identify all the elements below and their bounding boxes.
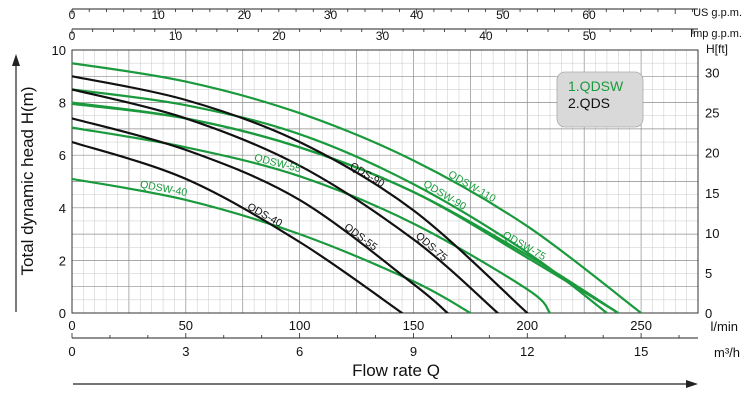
top-axis-us-label: 60 xyxy=(582,8,596,22)
top-axis-imp-unit: Imp g.p.m. xyxy=(690,28,742,40)
y-axis-arrowhead xyxy=(12,54,20,66)
top-axis-imp-label: 30 xyxy=(376,29,390,43)
x-axis-title: Flow rate Q xyxy=(352,361,440,380)
top-axis-us-label: 10 xyxy=(151,8,165,22)
top-axis-us-label: 40 xyxy=(410,8,424,22)
top-axis-imp-label: 0 xyxy=(69,29,76,43)
bottom-axis-lmin-unit: l/min xyxy=(711,319,738,334)
curve-qds-40 xyxy=(72,140,404,313)
top-axis-us-label: 0 xyxy=(69,8,76,22)
curve-qdsw-110 xyxy=(72,62,643,313)
curve-qds-90 xyxy=(72,75,529,313)
x-axis-lmin-label: 150 xyxy=(403,318,425,333)
x-axis-m3h-label: 9 xyxy=(410,344,417,359)
top-axis-us-unit: US g.p.m. xyxy=(693,7,742,19)
y-axis-ft-label: 25 xyxy=(705,106,719,121)
x-axis-m3h-label: 6 xyxy=(296,344,303,359)
x-axis-lmin-label: 100 xyxy=(289,318,311,333)
top-axis-imp-label: 20 xyxy=(272,29,286,43)
y-axis-ft-label: 20 xyxy=(705,146,719,161)
curves xyxy=(72,62,643,313)
y-axis-m-label: 10 xyxy=(52,43,66,58)
top-axis-imp-label: 40 xyxy=(479,29,493,43)
x-axis-lmin-label: 250 xyxy=(630,318,652,333)
y-axis-m-label: 0 xyxy=(59,306,66,321)
axes xyxy=(12,8,699,388)
y-axis-ft-label: 15 xyxy=(705,186,719,201)
top-axis-imp-label: 50 xyxy=(583,29,597,43)
legend-box xyxy=(556,71,644,128)
y-axis-ft-unit: H[ft] xyxy=(706,42,728,56)
x-axis-m3h-label: 3 xyxy=(182,344,189,359)
curve-qdsw-90 xyxy=(72,88,608,313)
x-axis-m3h-label: 12 xyxy=(520,344,534,359)
legend-item-qds: 2.QDS xyxy=(568,95,610,111)
top-axis-imp-label: 10 xyxy=(169,29,183,43)
legend: 1.QDSW 2.QDS xyxy=(556,71,644,128)
legend-item-qdsw: 1.QDSW xyxy=(568,78,624,94)
tick-labels: 0 10 20 30 40 50 600 10 20 30 40 500 50 100 150 200 2500… xyxy=(52,8,720,359)
plot-frame xyxy=(71,49,699,314)
curve-qds-55 xyxy=(72,117,449,313)
y-axis-ft-label: 30 xyxy=(705,66,719,81)
y-axis-m-label: 2 xyxy=(59,253,66,268)
x-axis-lmin-label: 50 xyxy=(179,318,193,333)
curve-qdsw-extra-5 xyxy=(72,101,620,313)
y-axis-ft-label: 10 xyxy=(705,226,719,241)
x-axis-lmin-label: 0 xyxy=(68,318,75,333)
top-axis-us-label: 50 xyxy=(496,8,510,22)
y-axis-m-label: 4 xyxy=(59,201,66,216)
curve-qdsw-40 xyxy=(72,177,472,313)
y-axis-title: Total dynamic head H(m) xyxy=(18,87,37,276)
y-axis-m-label: 6 xyxy=(59,148,66,163)
top-axis-us-label: 20 xyxy=(238,8,252,22)
top-axis-us-label: 30 xyxy=(324,8,338,22)
x-axis-m3h-label: 15 xyxy=(634,344,648,359)
x-axis-m3h-label: 0 xyxy=(68,344,75,359)
y-axis-ft-label: 5 xyxy=(705,266,712,281)
y-axis-ft-label: 0 xyxy=(705,306,712,321)
y-axis-m-label: 8 xyxy=(59,96,66,111)
curve-qds-75 xyxy=(72,88,499,313)
x-axis-lmin-label: 200 xyxy=(516,318,538,333)
bottom-axis-m3h-unit: m³/h xyxy=(714,345,740,360)
x-axis-arrowhead xyxy=(686,380,698,388)
